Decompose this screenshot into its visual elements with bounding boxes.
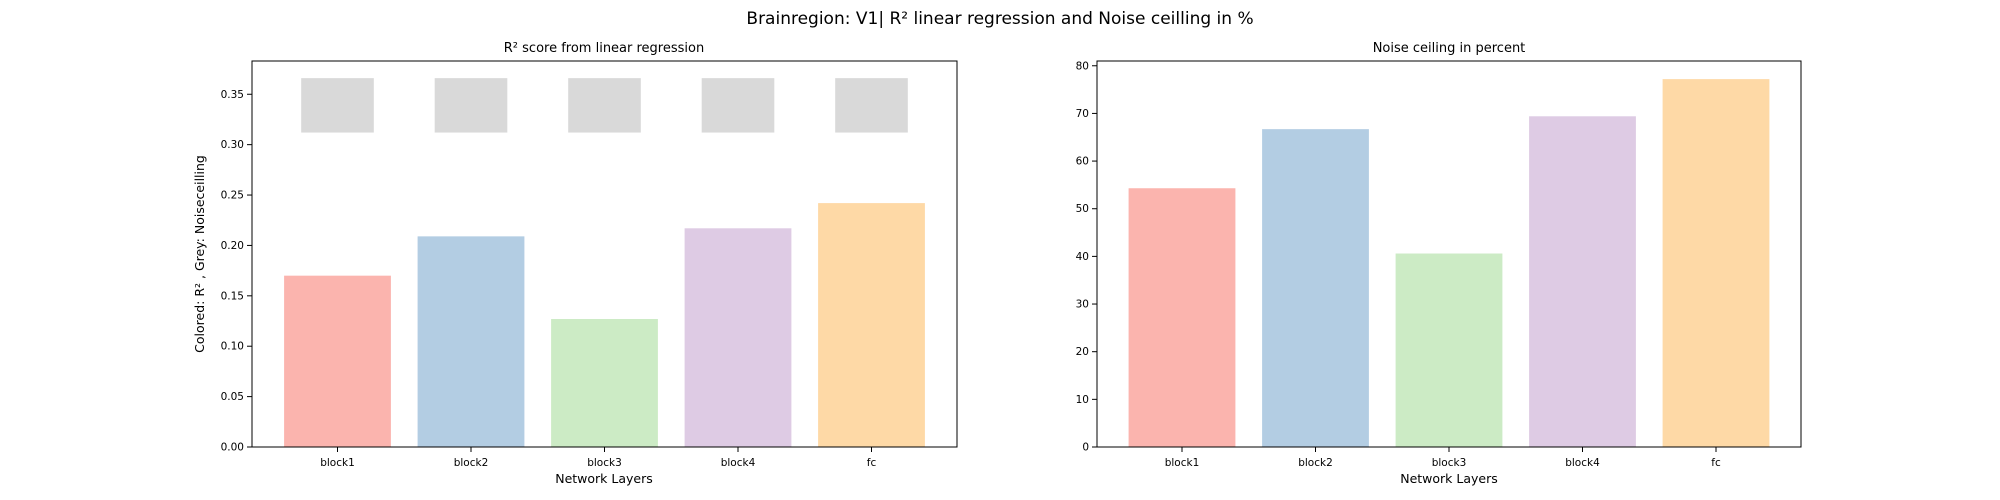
noise-ceiling-x-tick-label-fc: fc [1711,457,1721,469]
r2-noiseceiling-block4 [701,78,775,133]
r2-bar-fc [818,203,925,447]
r2-noiseceiling-block3 [568,78,641,133]
r2-axes-frame [251,60,958,448]
r2-noiseceiling-fc [835,78,908,133]
noise-ceiling-x-axis-label: Network Layers [1400,471,1498,486]
noise-ceiling-panel-title: Noise ceiling in percent [1373,41,1526,56]
noise-ceiling-x-tick-label-block1: block1 [1165,457,1200,469]
noise-ceiling-bar-block2 [1262,129,1369,447]
noise-ceiling-bar-block4 [1529,116,1636,447]
r2-x-axis-label: Network Layers [555,471,653,486]
noise-ceiling-y-ticks: 0 10 20 30 40 50 60 70 80 [1076,60,1097,454]
noise-ceiling-bar-fc [1662,79,1770,447]
r2-y-tick-label: 0.10 [221,341,244,353]
r2-y-axis-label: Colored: R² , Grey: Noiseceilling [192,155,207,353]
noise-ceiling-bars [1128,79,1770,447]
r2-bar-block1 [284,275,391,447]
noise-ceiling-y-tick-label: 20 [1076,346,1089,358]
r2-noiseceiling-block1 [301,78,374,133]
noise-ceiling-y-tick-label: 40 [1076,251,1089,263]
r2-bars [284,203,925,447]
r2-bar-block4 [684,228,792,447]
noise-ceiling-y-tick-label: 80 [1076,60,1089,72]
noise-ceiling-x-tick-label-block2: block2 [1298,457,1333,469]
noise-ceiling-y-tick-label: 50 [1076,203,1089,215]
noise-ceiling-axes-frame [1096,60,1802,448]
r2-noiseceiling-bars [301,78,908,133]
noise-ceiling-y-tick-label: 70 [1076,108,1089,120]
r2-bar-block3 [551,319,658,447]
r2-bar-block2 [417,236,525,447]
r2-x-tick-label-fc: fc [867,457,877,469]
r2-x-tick-label-block4: block4 [721,457,756,469]
noise-ceiling-y-tick-label: 60 [1076,156,1089,168]
r2-panel: R² score from linear regression 0.00 0.05… [192,41,958,486]
r2-y-tick-label: 0.20 [221,240,244,252]
r2-panel-title: R² score from linear regression [504,41,704,56]
noise-ceiling-bar-block3 [1395,253,1503,447]
r2-y-tick-label: 0.35 [221,89,244,101]
r2-x-tick-label-block3: block3 [587,457,622,469]
noise-ceiling-bar-block1 [1128,188,1236,447]
figure-suptitle: Brainregion: V1| R² linear regression an… [746,9,1253,29]
noise-ceiling-x-ticks: block1 block2 block3 block4 fc [1165,447,1721,469]
r2-x-tick-label-block2: block2 [454,457,489,469]
r2-x-ticks: block1 block2 block3 block4 fc [320,447,876,469]
r2-y-tick-label: 0.30 [221,139,244,151]
r2-x-tick-label-block1: block1 [320,457,355,469]
r2-y-tick-label: 0.05 [221,391,244,403]
r2-y-tick-label: 0.00 [221,442,244,454]
noise-ceiling-y-tick-label: 0 [1082,442,1089,454]
noise-ceiling-y-tick-label: 30 [1076,299,1089,311]
noise-ceiling-x-tick-label-block3: block3 [1432,457,1467,469]
r2-noiseceiling-block2 [434,78,508,133]
noise-ceiling-x-tick-label-block4: block4 [1565,457,1600,469]
r2-y-tick-label: 0.25 [221,190,244,202]
noise-ceiling-panel: Noise ceiling in percent 0 10 20 30 40 50 60 70… [1076,41,1802,486]
noise-ceiling-y-tick-label: 10 [1076,394,1089,406]
r2-y-ticks: 0.00 0.05 0.10 0.15 0.20 0.25 0.30 0.35 [221,89,252,454]
r2-y-tick-label: 0.15 [221,290,244,302]
